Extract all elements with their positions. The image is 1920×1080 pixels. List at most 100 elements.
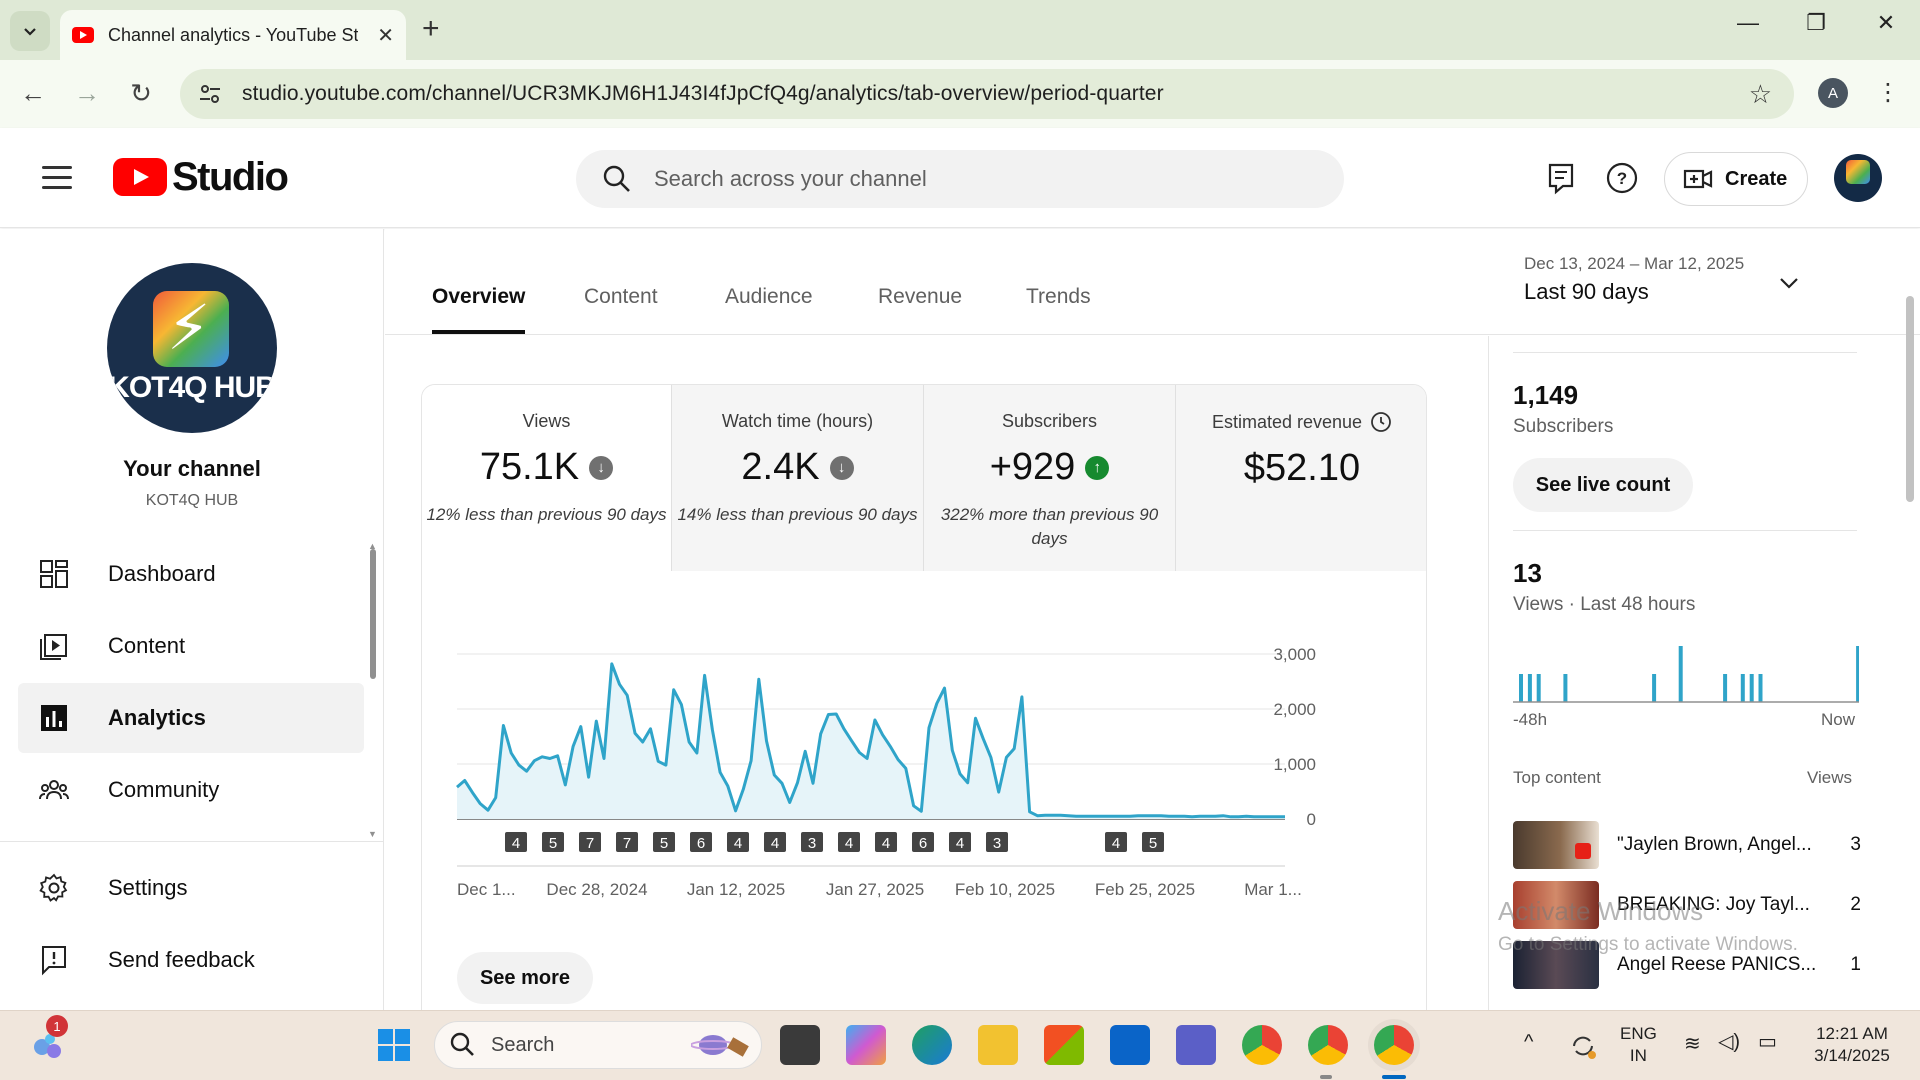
tab-search-button[interactable] [10,11,50,51]
video-marker[interactable]: 4 [875,832,897,852]
realtime-bar-chart[interactable] [1513,634,1859,704]
language-indicator[interactable]: ENG IN [1620,1023,1657,1067]
outlook-icon[interactable] [1110,1025,1150,1065]
top-content-item[interactable]: "Jaylen Brown, Angel... 3 [1513,820,1861,870]
back-button[interactable]: ← [20,78,46,108]
sidebar-item-analytics[interactable]: Analytics [18,683,364,753]
realtime-bar[interactable] [1723,674,1728,702]
close-window-button[interactable]: ✕ [1876,10,1896,35]
sidebar-scroll-up-icon[interactable]: ▲ [368,541,377,551]
browser-tab-active[interactable]: Channel analytics - YouTube Studio ✕ [60,10,406,60]
start-button[interactable] [374,1025,414,1065]
chrome-active-icon[interactable] [1374,1025,1414,1065]
sync-icon[interactable] [1566,1029,1600,1063]
browser-profile-avatar[interactable]: A [1818,78,1848,108]
create-button[interactable]: Create [1664,152,1808,206]
task-view-icon[interactable] [780,1025,820,1065]
tab-close-icon[interactable]: ✕ [377,24,394,47]
top-content-item[interactable]: BREAKING: Joy Tayl... 2 [1513,880,1861,930]
hamburger-menu-icon[interactable] [42,166,72,196]
taskbar-search[interactable]: Search [434,1021,762,1069]
page-scrollbar[interactable] [1906,296,1914,502]
chevron-down-icon[interactable] [1775,269,1803,297]
address-bar[interactable]: studio.youtube.com/channel/UCR3MKJM6H1J4… [180,69,1794,119]
new-tab-button[interactable]: + [422,12,440,45]
wifi-icon[interactable]: ≋ [1684,1033,1701,1055]
widgets-icon[interactable] [28,1025,68,1065]
realtime-bar[interactable] [1678,646,1683,702]
video-marker[interactable]: 4 [838,832,860,852]
reload-button[interactable]: ↻ [130,78,152,108]
realtime-bar[interactable] [1749,674,1754,702]
video-marker[interactable]: 4 [949,832,971,852]
clock[interactable]: 12:21 AM 3/14/2025 [1800,1023,1904,1067]
realtime-bar[interactable] [1740,674,1745,702]
forward-button[interactable]: → [74,78,100,108]
see-more-button[interactable]: See more [457,952,593,1004]
sidebar-scroll-down-icon[interactable]: ▼ [368,829,377,839]
sidebar-scrollbar[interactable] [370,549,376,679]
chrome-profile-icon[interactable] [1308,1025,1348,1065]
period-dates[interactable]: Dec 13, 2024 – Mar 12, 2025 [1524,254,1745,273]
tab-content[interactable]: Content [584,285,658,308]
video-marker[interactable]: 7 [579,832,601,852]
video-marker[interactable]: 4 [505,832,527,852]
video-marker[interactable]: 6 [912,832,934,852]
metric-watch-time[interactable]: Watch time (hours) 2.4K ↓ 14% less than p… [672,385,924,571]
show-hidden-icons[interactable]: ^ [1524,1031,1534,1053]
video-marker[interactable]: 5 [1142,832,1164,852]
realtime-bar[interactable] [1563,674,1568,702]
minimize-button[interactable]: — [1737,10,1759,35]
messages-icon[interactable] [1543,160,1579,196]
restore-button[interactable]: ❐ [1806,10,1826,35]
metric-subscribers[interactable]: Subscribers +929 ↑ 322% more than previou… [924,385,1176,571]
sidebar-item-settings[interactable]: Settings [18,853,364,923]
file-explorer-icon[interactable] [978,1025,1018,1065]
see-live-count-button[interactable]: See live count [1513,458,1693,512]
video-marker[interactable]: 4 [727,832,749,852]
tab-trends[interactable]: Trends [1026,285,1091,308]
sidebar-item-community[interactable]: Community [18,755,364,825]
teams-icon[interactable] [1176,1025,1216,1065]
edge-icon[interactable] [912,1025,952,1065]
video-marker[interactable]: 5 [653,832,675,852]
top-content-item[interactable]: Angel Reese PANICS... 1 [1513,940,1861,990]
views-chart[interactable]: 3,000 2,000 1,000 0 4 5 7 7 5 6 4 4 3 4 4 6 4 3 4 5 Dec 1...… [440,630,1320,910]
video-marker[interactable]: 4 [764,832,786,852]
copilot-icon[interactable] [846,1025,886,1065]
bookmark-star-icon[interactable]: ☆ [1748,78,1772,109]
microsoft-store-icon[interactable] [1044,1025,1084,1065]
realtime-bar[interactable] [1856,646,1859,702]
video-marker[interactable]: 3 [986,832,1008,852]
search-input[interactable]: Search across your channel [576,150,1344,208]
studio-logo-text[interactable]: Studio [172,155,289,199]
tab-revenue[interactable]: Revenue [878,285,963,308]
period-selector[interactable]: Last 90 days [1524,279,1649,304]
sidebar-item-send-feedback[interactable]: Send feedback [18,925,364,995]
channel-avatar[interactable]: ⚡ KOT4Q HUB [107,263,277,433]
realtime-bar[interactable] [1652,674,1657,702]
volume-icon[interactable]: ◁) [1718,1031,1741,1053]
views-line[interactable] [456,662,1285,819]
metric-revenue[interactable]: Estimated revenue $52.10 [1176,385,1426,571]
sidebar-item-content[interactable]: Content [18,611,364,681]
metric-views[interactable]: Views 75.1K ↓ 12% less than previous 90 d… [422,385,672,571]
sidebar-item-dashboard[interactable]: Dashboard [18,539,364,609]
battery-icon[interactable]: ▭ [1758,1031,1777,1053]
video-marker[interactable]: 6 [690,832,712,852]
account-avatar[interactable] [1834,154,1882,202]
realtime-bar[interactable] [1519,674,1523,702]
site-info-icon[interactable] [196,80,224,108]
help-icon[interactable]: ? [1604,160,1640,196]
video-marker[interactable]: 3 [801,832,823,852]
tab-audience[interactable]: Audience [725,285,813,308]
video-marker[interactable]: 5 [542,832,564,852]
realtime-bar[interactable] [1536,674,1541,702]
realtime-bar[interactable] [1527,674,1532,702]
browser-menu-icon[interactable]: ⋮ [1876,79,1900,106]
video-marker[interactable]: 4 [1105,832,1127,852]
chrome-icon[interactable] [1242,1025,1282,1065]
video-marker[interactable]: 7 [616,832,638,852]
youtube-logo-icon[interactable] [113,158,167,196]
tab-overview[interactable]: Overview [432,285,526,308]
